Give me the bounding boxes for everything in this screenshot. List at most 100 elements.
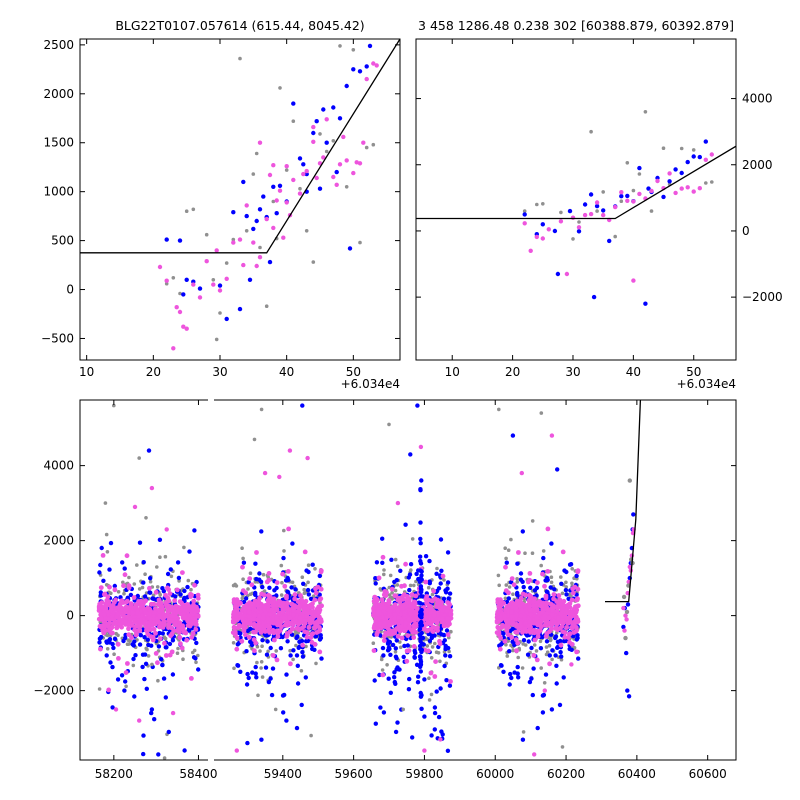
pink-point	[131, 595, 137, 600]
pink-point	[423, 579, 429, 585]
light-curve-x-tick-label: 60000	[476, 767, 514, 781]
blue-point	[245, 671, 250, 677]
blue-point	[418, 554, 423, 559]
blue-point	[567, 208, 573, 214]
pink-point	[509, 576, 515, 581]
blue-outlier-point	[115, 677, 121, 682]
blue-point	[418, 694, 424, 699]
blue-point	[120, 560, 125, 565]
pink-point	[371, 610, 376, 616]
grey-point	[398, 645, 403, 650]
blue-point	[441, 596, 447, 601]
grey-point	[433, 641, 437, 646]
blue-point	[244, 213, 249, 219]
pink-point	[300, 642, 306, 648]
blue-point	[351, 67, 356, 72]
pink-point	[431, 613, 437, 619]
grey-point	[595, 209, 599, 213]
blue-point	[607, 238, 612, 244]
blue-point	[373, 721, 378, 726]
pink-point	[157, 608, 163, 614]
blue-point	[520, 529, 525, 534]
overview-panel-right: 3 458 1286.48 0.238 302 [60388.879, 6039…	[415, 18, 783, 391]
blue-point	[393, 646, 398, 651]
grey-point	[105, 633, 110, 638]
pink-point	[277, 188, 283, 193]
pink-point	[575, 619, 581, 624]
pink-point	[180, 570, 185, 575]
blue-point	[540, 222, 545, 227]
blue-point	[119, 673, 125, 678]
grey-point	[218, 311, 222, 315]
blue-point	[515, 561, 520, 566]
pink-point	[667, 171, 672, 176]
pink-point	[437, 638, 442, 644]
pink-point	[433, 659, 438, 664]
grey-point	[186, 578, 191, 583]
blue-point	[248, 626, 253, 632]
grey-point	[175, 651, 180, 655]
pink-point	[526, 598, 532, 603]
grey-point	[427, 698, 432, 702]
pink-point	[317, 597, 323, 603]
grey-outlier-point	[429, 692, 434, 697]
blue-point	[176, 575, 182, 581]
blue-point	[261, 194, 266, 199]
pink-point	[411, 635, 417, 640]
pink-point	[302, 629, 308, 634]
panel1-y-tick-label: 2000	[742, 158, 773, 172]
pink-point	[177, 635, 183, 640]
blue-point	[418, 635, 424, 640]
blue-point	[402, 643, 407, 649]
blue-point	[130, 642, 135, 647]
pink-point	[601, 212, 606, 218]
grey-point	[131, 663, 136, 668]
blue-point	[149, 710, 154, 716]
pink-point	[189, 592, 195, 598]
blue-point	[291, 648, 296, 653]
blue-point	[438, 537, 444, 542]
right-panel-title: 3 458 1286.48 0.238 302 [60388.879, 6039…	[418, 18, 734, 33]
pink-point	[431, 588, 437, 594]
pink-point	[240, 618, 246, 623]
blue-point	[515, 590, 520, 596]
blue-point	[419, 649, 424, 655]
grey-point	[395, 564, 400, 569]
pink-point	[399, 635, 405, 641]
grey-point	[298, 186, 302, 191]
pink-point	[116, 656, 121, 661]
blue-point	[508, 671, 513, 677]
grey-point	[541, 202, 545, 206]
pink-point	[655, 178, 660, 184]
grey-point	[398, 640, 402, 644]
light-curve-x-tick-label: 59600	[335, 767, 373, 781]
pink-point	[691, 189, 696, 194]
blue-point	[574, 637, 579, 642]
blue-point	[501, 669, 506, 674]
grey-point	[344, 185, 349, 189]
blue-outlier-point	[393, 729, 399, 735]
blue-point	[419, 641, 424, 646]
pink-point	[290, 626, 295, 631]
panel0-y-tick-label: −500	[41, 331, 74, 345]
pink-point	[257, 613, 262, 619]
pink-point	[111, 621, 117, 626]
axis-break-top	[208, 396, 214, 404]
pink-point	[291, 612, 296, 618]
grey-point	[429, 656, 434, 660]
grey-point	[204, 232, 209, 237]
pink-point	[556, 615, 561, 621]
blue-point	[319, 656, 324, 661]
pink-point	[271, 608, 276, 614]
pink-point	[354, 160, 359, 165]
pink-point	[122, 619, 128, 625]
blue-point	[434, 689, 439, 694]
grey-point	[171, 276, 176, 280]
blue-point	[290, 541, 295, 546]
blue-point	[231, 210, 236, 215]
grey-point	[393, 650, 398, 654]
pink-point	[124, 599, 129, 605]
pink-outlier-point	[164, 527, 169, 532]
pink-point	[297, 191, 303, 196]
pink-point	[264, 216, 269, 222]
